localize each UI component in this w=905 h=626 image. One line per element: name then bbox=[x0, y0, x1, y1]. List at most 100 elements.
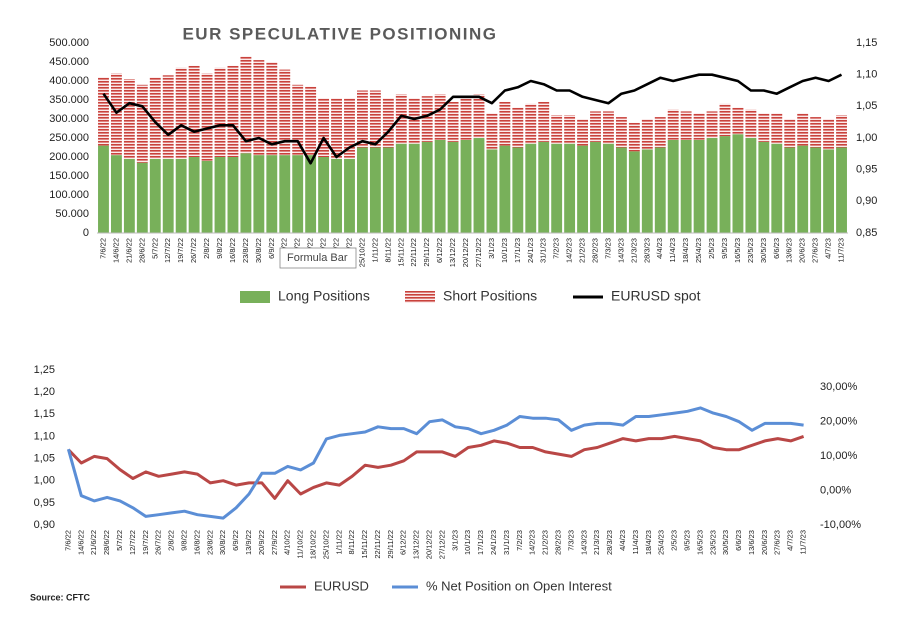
y-tick-label: 0,95 bbox=[34, 497, 55, 509]
bar bbox=[551, 143, 563, 233]
x-tick-label: 12/7/22 bbox=[163, 238, 172, 263]
legend-label: EURUSD spot bbox=[611, 288, 701, 304]
x-tick-label: 25/10/22 bbox=[321, 530, 330, 559]
x-tick-label: 1/11/22 bbox=[334, 530, 343, 554]
x-tick-label: 24/1/23 bbox=[526, 238, 535, 263]
bar bbox=[175, 158, 187, 233]
line bbox=[102, 73, 843, 165]
bar bbox=[292, 84, 304, 156]
bar bbox=[771, 143, 783, 233]
bar bbox=[382, 147, 394, 233]
bar bbox=[719, 136, 731, 233]
x-tick-label: 23/5/23 bbox=[746, 238, 755, 263]
legend-label: EURUSD bbox=[314, 578, 369, 593]
x-tick-label: 24/1/23 bbox=[489, 530, 498, 555]
bar bbox=[279, 155, 291, 233]
x-tick-label: 27/9/22 bbox=[270, 530, 279, 555]
bar bbox=[460, 98, 472, 140]
bar bbox=[810, 117, 822, 148]
y-tick-label: 250.000 bbox=[49, 132, 89, 144]
x-tick-label: 4/4/23 bbox=[618, 530, 627, 551]
bar bbox=[136, 84, 148, 163]
y2-tick-label: 0,90 bbox=[856, 195, 877, 207]
bar bbox=[253, 60, 265, 156]
bar bbox=[408, 143, 420, 233]
x-tick-label: 19/7/22 bbox=[141, 530, 150, 555]
bar bbox=[149, 77, 161, 159]
bar bbox=[305, 86, 317, 156]
bar bbox=[188, 65, 200, 157]
bar bbox=[797, 145, 809, 233]
source: Source: CFTC bbox=[30, 592, 91, 602]
bar bbox=[680, 111, 692, 140]
x-tick-label: 5/7/22 bbox=[115, 530, 124, 551]
bar bbox=[758, 141, 770, 233]
x-tick-label: 16/8/22 bbox=[192, 530, 201, 555]
y-tick-label: 350.000 bbox=[49, 94, 89, 106]
bar bbox=[512, 107, 524, 148]
x-tick-label: 10/1/23 bbox=[463, 530, 472, 555]
x-tick-label: 31/1/23 bbox=[539, 238, 548, 263]
x-tick-label: 30/5/23 bbox=[721, 530, 730, 555]
x-tick-label: 6/6/23 bbox=[734, 530, 743, 551]
x-tick-label: 18/4/23 bbox=[644, 530, 653, 555]
x-tick-label: 28/3/23 bbox=[642, 238, 651, 263]
legend-swatch bbox=[405, 291, 435, 303]
x-tick-label: 7/6/22 bbox=[63, 530, 72, 551]
bar bbox=[823, 119, 835, 150]
x-tick-label: 20/6/23 bbox=[798, 238, 807, 263]
bar bbox=[214, 67, 226, 157]
bar bbox=[369, 90, 381, 148]
y-tick-label: 100.000 bbox=[49, 189, 89, 201]
x-tick-label: 30/8/22 bbox=[254, 238, 263, 263]
legend-label: Long Positions bbox=[278, 288, 370, 304]
x-tick-label: 15/11/22 bbox=[360, 530, 369, 559]
x-tick-label: 9/8/22 bbox=[180, 530, 189, 551]
bar bbox=[719, 103, 731, 137]
x-tick-label: 7/2/23 bbox=[515, 530, 524, 551]
x-tick-label: 19/7/22 bbox=[176, 238, 185, 263]
x-tick-label: 11/7/23 bbox=[799, 530, 808, 554]
x-tick-label: 2/5/23 bbox=[670, 530, 679, 551]
bar bbox=[577, 145, 588, 233]
bar bbox=[382, 98, 394, 148]
x-tick-label: 14/2/23 bbox=[528, 530, 537, 555]
bar bbox=[318, 157, 330, 233]
x-tick-label: 21/3/23 bbox=[629, 238, 638, 263]
bar bbox=[680, 139, 692, 233]
bar bbox=[836, 115, 847, 148]
x-tick-label: 15/11/22 bbox=[396, 238, 405, 267]
bar bbox=[421, 141, 433, 233]
x-tick-label: 7/6/22 bbox=[98, 238, 107, 259]
line bbox=[67, 434, 805, 500]
x-tick-label: 26/7/22 bbox=[189, 238, 198, 263]
x-tick-label: 8/11/22 bbox=[383, 238, 392, 262]
bar bbox=[421, 96, 433, 142]
x-tick-label: 13/9/22 bbox=[244, 530, 253, 555]
bar bbox=[667, 109, 679, 140]
bar bbox=[357, 147, 368, 233]
bar bbox=[745, 138, 757, 233]
x-tick-label: 21/3/23 bbox=[592, 530, 601, 555]
bar bbox=[305, 155, 317, 233]
bar bbox=[732, 107, 744, 135]
bar bbox=[577, 119, 588, 146]
bar bbox=[693, 113, 705, 140]
x-tick-label: 11/4/23 bbox=[631, 530, 640, 554]
bar bbox=[344, 98, 355, 159]
bar bbox=[758, 113, 770, 142]
x-tick-label: 23/8/22 bbox=[241, 238, 250, 263]
x-tick-label: 27/12/22 bbox=[474, 238, 483, 267]
bar bbox=[486, 113, 498, 150]
legend-swatch bbox=[240, 291, 270, 303]
x-tick-label: 14/6/22 bbox=[76, 530, 85, 555]
x-tick-label: 2/5/23 bbox=[707, 238, 716, 259]
y2-tick-label: 30,00% bbox=[820, 381, 858, 393]
bar bbox=[590, 141, 601, 233]
tooltip: Formula Bar bbox=[279, 247, 357, 269]
y2-tick-label: 1,10 bbox=[856, 69, 877, 81]
x-tick-label: 3/1/23 bbox=[487, 238, 496, 259]
bar bbox=[227, 65, 239, 157]
x-tick-label: 22/11/22 bbox=[409, 238, 418, 267]
x-tick-label: 14/6/22 bbox=[111, 238, 120, 263]
